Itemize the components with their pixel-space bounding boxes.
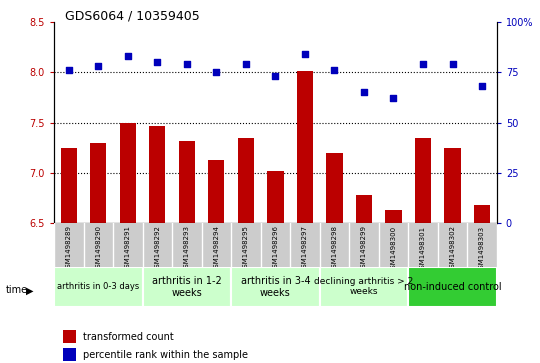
Bar [231,267,320,307]
Bar [90,143,106,223]
Point [94,63,103,69]
Point [124,53,132,59]
Text: arthritis in 0-3 days: arthritis in 0-3 days [57,282,139,291]
Bar [120,122,136,223]
Bar [474,205,490,223]
Text: GSM1498289: GSM1498289 [66,225,72,272]
Bar [444,148,461,223]
Point [448,61,457,67]
Bar [297,71,313,223]
Text: percentile rank within the sample: percentile rank within the sample [83,350,248,360]
Text: GSM1498294: GSM1498294 [213,225,219,272]
Text: declining arthritis > 2
weeks: declining arthritis > 2 weeks [314,277,414,297]
Bar [326,153,342,223]
Bar [386,210,402,223]
Point [418,61,427,67]
Bar [63,330,76,343]
Text: GSM1498296: GSM1498296 [272,225,279,272]
Bar [60,148,77,223]
Text: time: time [5,285,28,295]
Point [301,51,309,57]
Text: GSM1498290: GSM1498290 [95,225,102,272]
Point [183,61,191,67]
Point [330,67,339,73]
Bar [238,138,254,223]
Bar [356,195,372,223]
Point [389,95,398,101]
Text: GSM1498300: GSM1498300 [390,225,396,273]
Text: arthritis in 1-2
weeks: arthritis in 1-2 weeks [152,276,222,298]
Text: non-induced control: non-induced control [404,282,501,292]
Text: GSM1498303: GSM1498303 [479,225,485,273]
Bar [54,267,143,307]
Point [271,73,280,79]
Point [478,83,487,89]
Point [64,67,73,73]
Text: ▶: ▶ [26,285,33,295]
Text: GDS6064 / 10359405: GDS6064 / 10359405 [65,9,200,22]
Text: GSM1498293: GSM1498293 [184,225,190,272]
Bar [408,267,497,307]
Bar [63,348,76,361]
Bar [149,126,165,223]
Bar [320,267,408,307]
Text: GSM1498295: GSM1498295 [243,225,249,272]
Bar [143,267,231,307]
Point [212,69,221,75]
Text: transformed count: transformed count [83,332,173,342]
Bar [415,138,431,223]
Point [360,89,368,95]
Text: GSM1498292: GSM1498292 [154,225,160,272]
Text: GSM1498291: GSM1498291 [125,225,131,272]
Text: GSM1498298: GSM1498298 [332,225,338,272]
Text: arthritis in 3-4
weeks: arthritis in 3-4 weeks [241,276,310,298]
Point [153,59,161,65]
Text: GSM1498302: GSM1498302 [449,225,456,272]
Bar [179,140,195,223]
Text: GSM1498299: GSM1498299 [361,225,367,272]
Point [241,61,250,67]
Text: GSM1498301: GSM1498301 [420,225,426,273]
Bar [267,171,284,223]
Text: GSM1498297: GSM1498297 [302,225,308,272]
Bar [208,160,225,223]
